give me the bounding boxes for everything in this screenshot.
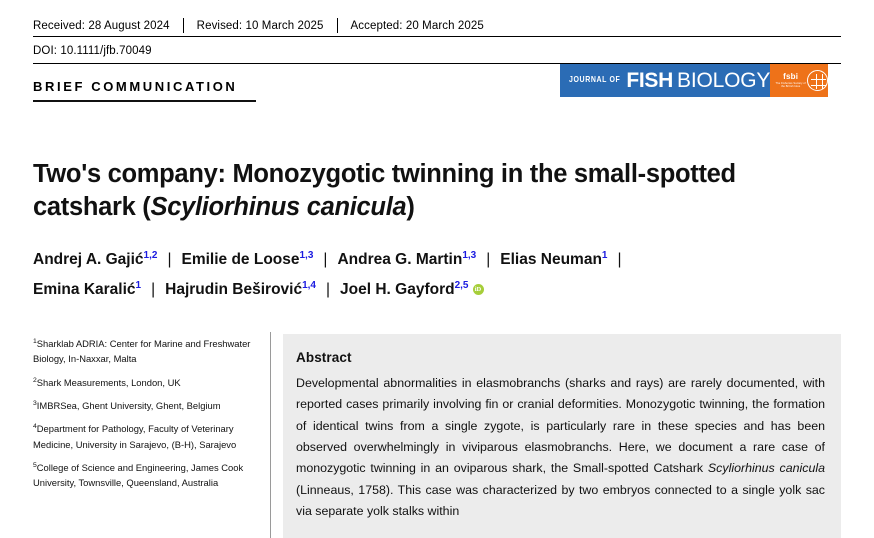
orcid-icon-label: iD	[474, 286, 482, 294]
author-item[interactable]: Hajrudin Beširović1,4	[165, 280, 316, 299]
author-affiliation-marker: 1,3	[462, 249, 477, 261]
abstract-part1: Developmental abnormalities in elasmobra…	[296, 376, 825, 476]
article-title-part2: )	[406, 192, 415, 221]
author-separator: |	[151, 281, 156, 299]
author-separator: |	[617, 251, 622, 268]
affiliation-item: 2Shark Measurements, London, UK	[33, 375, 255, 390]
journal-logo-journal-of: JOURNAL OF	[569, 76, 621, 85]
author-name: Emilie de Loose	[181, 251, 300, 268]
fsbi-abbrev: fsbi	[783, 71, 799, 81]
author-name: Andrej A. Gajić	[33, 251, 144, 268]
author-affiliation-marker: 1,3	[299, 249, 314, 261]
article-title-species: Scyliorhinus canicula	[150, 192, 407, 221]
affiliation-number: 3	[33, 399, 37, 407]
kicker-underline	[33, 100, 256, 103]
fsbi-full-name: The Fisheries Society of the British Isl…	[775, 82, 806, 89]
author-item[interactable]: Emina Karalić1	[33, 280, 142, 299]
fsbi-society-logo: fsbi The Fisheries Society of the Britis…	[770, 64, 828, 97]
date-divider	[182, 18, 184, 33]
date-divider	[336, 18, 338, 33]
affiliation-text: College of Science and Engineering, Jame…	[33, 462, 244, 489]
date-received: Received: 28 August 2024	[33, 19, 170, 32]
author-separator: |	[486, 251, 491, 268]
author-separator: |	[323, 251, 328, 268]
journal-logo-biology: BIOLOGY	[677, 69, 771, 92]
publication-dates-row: Received: 28 August 2024 Revised: 10 Mar…	[33, 18, 841, 33]
author-name: Elias Neuman	[500, 251, 602, 268]
column-divider	[270, 332, 271, 538]
affiliation-number: 4	[33, 423, 37, 431]
orcid-icon[interactable]: iD	[472, 284, 484, 296]
author-affiliation-marker: 1,4	[302, 280, 316, 292]
date-revised: Revised: 10 March 2025	[196, 19, 324, 32]
affiliation-item: 3IMBRSea, Ghent University, Ghent, Belgi…	[33, 398, 255, 413]
affiliation-text: Department for Pathology, Faculty of Vet…	[33, 423, 237, 450]
author-name: Hajrudin Beširović	[165, 281, 303, 299]
doi-text[interactable]: DOI: 10.1111/jfb.70049	[33, 45, 152, 57]
author-item[interactable]: Emilie de Loose1,3	[181, 249, 314, 268]
date-accepted: Accepted: 20 March 2025	[350, 19, 484, 32]
affiliation-number: 1	[33, 338, 37, 345]
author-name: Andrea G. Martin	[337, 251, 463, 268]
affiliation-number: 2	[33, 376, 37, 384]
article-title: Two's company: Monozygotic twinning in t…	[33, 158, 823, 223]
abstract-species: Scyliorhinus canicula	[707, 461, 826, 476]
author-item[interactable]: Elias Neuman1	[500, 249, 608, 268]
header-rule-top	[33, 36, 841, 38]
fsbi-text-block: fsbi The Fisheries Society of the Britis…	[774, 71, 807, 89]
author-separator: |	[326, 281, 331, 299]
journal-logo-fish: FISH	[626, 69, 674, 92]
fsbi-emblem-icon	[807, 70, 828, 91]
affiliation-number: 5	[33, 461, 37, 469]
author-name: Joel H. Gayford	[340, 281, 455, 299]
journal-logo: JOURNAL OF FISH BIOLOGY fsbi The Fisheri…	[560, 64, 828, 97]
abstract-part2: (Linneaus, 1758). This case was characte…	[296, 482, 825, 518]
article-type-kicker: BRIEF COMMUNICATION	[33, 79, 238, 94]
journal-logo-wordmark: JOURNAL OF FISH BIOLOGY	[560, 64, 770, 97]
abstract-panel: Abstract Developmental abnormalities in …	[283, 334, 841, 538]
affiliation-text: Shark Measurements, London, UK	[36, 376, 181, 388]
author-item[interactable]: Andrej A. Gajić1,2	[33, 249, 158, 268]
article-title-part1: Two's company: Monozygotic twinning in t…	[33, 160, 736, 221]
affiliation-text: IMBRSea, Ghent University, Ghent, Belgiu…	[36, 400, 221, 412]
author-affiliation-marker: 1	[601, 249, 608, 261]
author-list: Andrej A. Gajić1,2 | Emilie de Loose1,3 | An…	[33, 245, 833, 305]
author-item[interactable]: Joel H. Gayford2,5 iD	[340, 280, 484, 299]
abstract-heading: Abstract	[296, 350, 352, 365]
author-name: Emina Karalić	[33, 281, 136, 299]
author-affiliation-marker: 2,5	[454, 280, 469, 292]
abstract-text: Developmental abnormalities in elasmobra…	[296, 373, 825, 522]
author-item[interactable]: Andrea G. Martin1,3	[337, 249, 477, 268]
affiliation-item: 4Department for Pathology, Faculty of Ve…	[33, 421, 255, 452]
affiliation-text: Sharklab ADRIA: Center for Marine and Fr…	[33, 338, 251, 365]
author-affiliation-marker: 1,2	[143, 249, 158, 261]
affiliation-item: 1Sharklab ADRIA: Center for Marine and F…	[33, 336, 255, 367]
header-rule-doi	[33, 63, 841, 65]
affiliation-item: 5College of Science and Engineering, Jam…	[33, 460, 255, 491]
author-affiliation-marker: 1	[135, 280, 142, 292]
affiliation-list: 1Sharklab ADRIA: Center for Marine and F…	[33, 336, 255, 499]
author-separator: |	[167, 251, 172, 268]
